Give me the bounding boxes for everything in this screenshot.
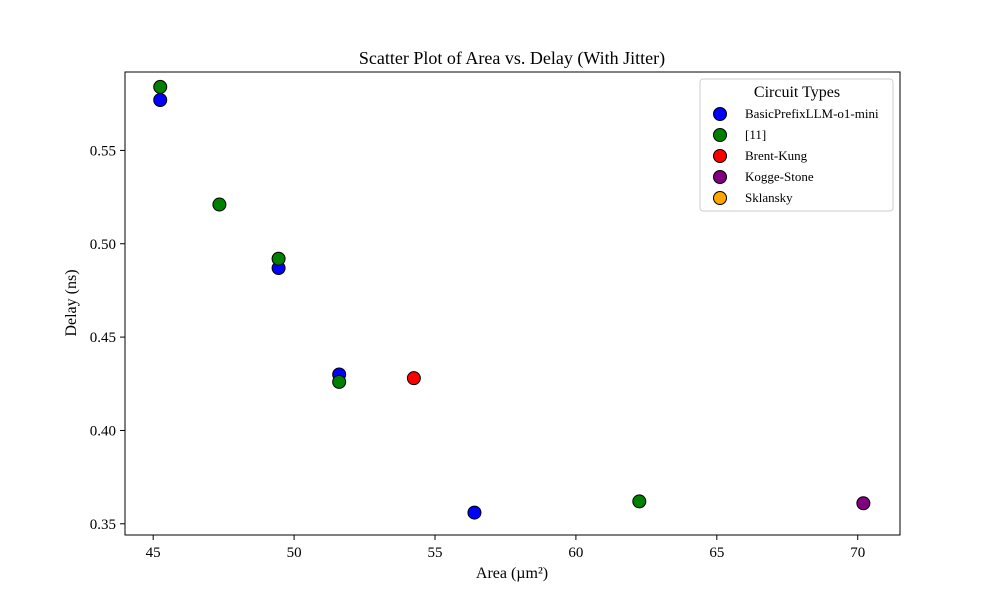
legend-label: Brent-Kung — [745, 148, 808, 163]
legend-marker — [713, 128, 727, 142]
legend-label: [11] — [745, 127, 766, 142]
x-tick-label: 50 — [287, 545, 302, 561]
legend-marker — [713, 149, 727, 163]
data-point-11 — [632, 494, 647, 509]
x-tick-label: 60 — [568, 545, 583, 561]
x-tick-label: 65 — [709, 545, 724, 561]
chart-title: Scatter Plot of Area vs. Delay (With Jit… — [359, 48, 665, 69]
y-tick-label: 0.35 — [90, 517, 116, 533]
data-point-basicprefixllm-o1-mini — [467, 505, 482, 520]
y-tick-label: 0.50 — [90, 237, 116, 253]
y-tick-label: 0.55 — [90, 143, 116, 159]
data-point-brent-kung — [406, 371, 421, 386]
x-tick-label: 70 — [850, 545, 865, 561]
legend-label: Kogge-Stone — [745, 169, 814, 184]
data-point-kogge-stone — [856, 496, 871, 511]
y-tick-label: 0.45 — [90, 330, 116, 346]
legend-label: Sklansky — [745, 190, 793, 205]
legend-marker — [713, 191, 727, 205]
data-point-11 — [271, 251, 286, 266]
x-axis-ticks: 45 50 55 60 65 70 — [146, 535, 865, 561]
plot-area-frame — [124, 71, 901, 536]
y-tick-label: 0.40 — [90, 423, 116, 439]
legend-label: BasicPrefixLLM-o1-mini — [745, 106, 879, 121]
points-layer — [153, 79, 871, 520]
legend-title: Circuit Types — [754, 84, 840, 101]
data-point-11 — [153, 79, 168, 94]
legend-items: BasicPrefixLLM-o1-mini [11] Brent-Kung Kogg… — [713, 106, 879, 205]
legend-marker — [713, 170, 727, 184]
data-point-basicprefixllm-o1-mini — [153, 93, 168, 108]
data-point-11 — [332, 374, 347, 389]
x-axis-label: Area (µm²) — [476, 565, 548, 582]
x-tick-label: 55 — [428, 545, 443, 561]
x-tick-label: 45 — [146, 545, 161, 561]
legend-box — [699, 78, 894, 212]
legend-marker — [713, 107, 727, 121]
data-point-11 — [212, 197, 227, 212]
y-axis-ticks: 0.35 0.40 0.45 0.50 0.55 — [90, 143, 125, 533]
legend: Circuit Types BasicPrefixLLM-o1-mini [11]… — [699, 78, 894, 212]
y-axis-label: Delay (ns) — [63, 269, 80, 336]
